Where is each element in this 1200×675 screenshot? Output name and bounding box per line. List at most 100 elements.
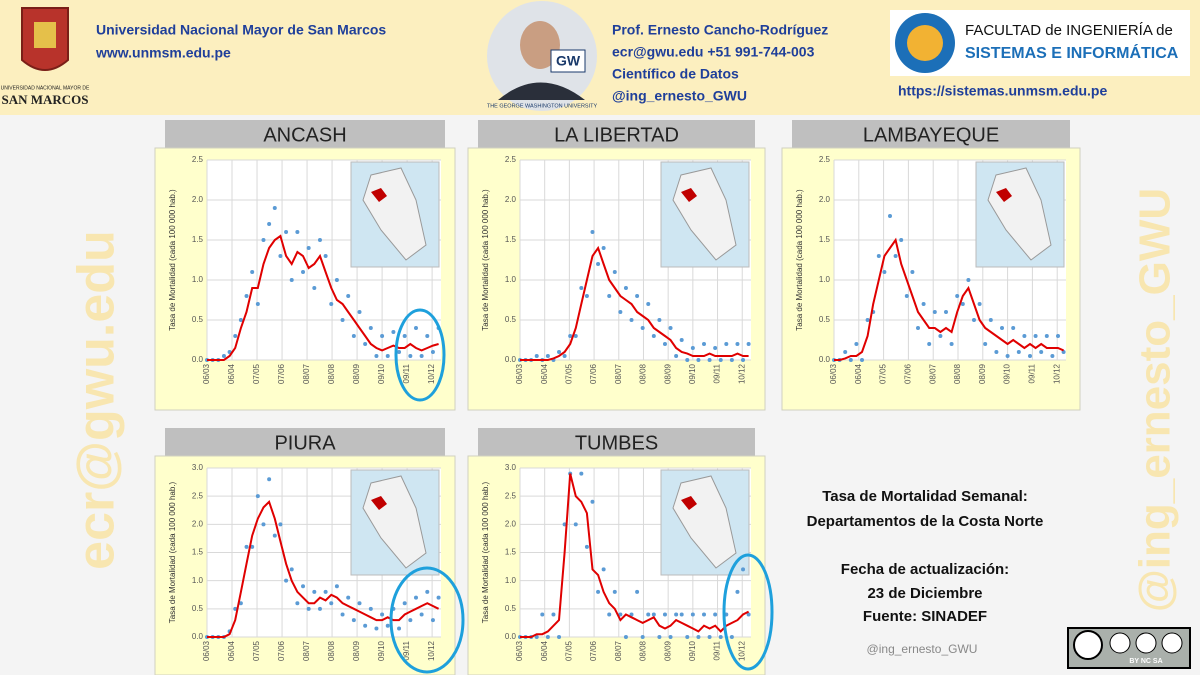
map-region	[681, 496, 697, 510]
data-point	[568, 334, 573, 338]
data-point	[651, 334, 656, 338]
data-point	[646, 302, 651, 306]
y-tick-label: 2.0	[192, 519, 204, 528]
data-point	[306, 246, 311, 250]
data-point	[357, 601, 362, 606]
y-tick-label: 0.5	[192, 604, 204, 613]
data-point	[425, 334, 430, 338]
data-point	[718, 635, 723, 639]
data-point	[374, 354, 379, 358]
title-tab	[792, 120, 1070, 150]
data-point	[746, 612, 751, 617]
data-point	[629, 318, 634, 322]
x-tick-label: 06/04	[540, 363, 549, 384]
data-point	[573, 334, 578, 338]
data-point	[893, 254, 898, 258]
data-point	[334, 278, 339, 282]
x-tick-label: 08/08	[639, 640, 648, 661]
data-point	[618, 612, 623, 617]
data-point	[960, 302, 965, 306]
x-tick-label: 09/11	[402, 640, 411, 660]
data-point	[250, 544, 255, 549]
data-point	[601, 567, 606, 572]
x-tick-label: 09/10	[1003, 363, 1012, 384]
data-point	[685, 358, 690, 362]
data-point	[430, 618, 435, 623]
data-point	[278, 522, 283, 527]
data-point	[413, 595, 418, 600]
data-point	[932, 310, 937, 314]
watermark-left: ecr@gwu.edu	[68, 230, 126, 570]
data-point	[590, 499, 595, 504]
data-point	[380, 334, 385, 338]
data-point	[674, 612, 679, 617]
data-point	[557, 635, 562, 639]
data-point	[317, 238, 322, 242]
data-point	[876, 254, 881, 258]
data-point	[363, 623, 368, 628]
y-tick-label: 0.5	[819, 315, 831, 324]
data-point	[596, 589, 601, 594]
data-point	[374, 626, 379, 631]
x-tick-label: 06/03	[829, 363, 838, 384]
data-point	[351, 618, 356, 623]
data-point	[221, 354, 226, 358]
data-point	[385, 623, 390, 628]
y-tick-label: 0.5	[192, 315, 204, 324]
chart-title: PIURA	[274, 432, 336, 454]
x-tick-label: 08/08	[327, 363, 336, 384]
y-tick-label: 0.5	[505, 315, 517, 324]
data-point	[551, 612, 556, 617]
data-point	[272, 533, 277, 538]
data-point	[685, 635, 690, 639]
data-point	[729, 635, 734, 639]
x-tick-label: 08/07	[614, 363, 623, 384]
info-line1: Tasa de Mortalidad Semanal:	[822, 488, 1028, 505]
data-point	[391, 330, 396, 334]
y-tick-label: 0.0	[819, 355, 831, 364]
data-point	[1005, 354, 1010, 358]
data-point	[651, 612, 656, 617]
x-tick-label: 10/12	[737, 640, 746, 661]
data-point	[623, 286, 628, 290]
data-point	[557, 350, 562, 354]
data-point	[340, 318, 345, 322]
data-point	[735, 589, 740, 594]
x-tick-label: 07/05	[252, 640, 261, 661]
data-point	[363, 342, 368, 346]
map-region	[371, 188, 387, 202]
data-point	[657, 635, 662, 639]
data-point	[910, 270, 915, 274]
data-point	[267, 222, 272, 226]
data-point	[662, 612, 667, 617]
faculty-line2: SISTEMAS E INFORMÁTICA	[965, 43, 1179, 62]
x-tick-label: 06/03	[202, 363, 211, 384]
data-point	[882, 270, 887, 274]
data-point	[994, 350, 999, 354]
x-tick-label: 08/08	[953, 363, 962, 384]
data-point	[888, 214, 892, 218]
x-tick-label: 08/09	[352, 363, 361, 384]
trend-line	[520, 473, 750, 638]
data-point	[573, 522, 578, 527]
y-tick-label: 2.5	[505, 491, 517, 500]
data-point	[534, 354, 539, 358]
data-point	[436, 595, 441, 600]
data-point	[579, 286, 584, 290]
data-point	[323, 589, 328, 594]
data-point	[351, 334, 356, 338]
data-point	[848, 358, 853, 362]
x-tick-label: 09/11	[1028, 363, 1037, 383]
y-tick-label: 0.0	[192, 632, 204, 641]
data-point	[988, 318, 993, 322]
x-tick-label: 08/07	[302, 363, 311, 384]
trend-line	[207, 499, 440, 638]
data-point	[357, 310, 362, 314]
y-tick-label: 2.0	[505, 195, 517, 204]
data-point	[261, 522, 266, 527]
data-point	[233, 606, 238, 611]
data-point	[380, 612, 385, 617]
data-point	[735, 342, 740, 346]
data-point	[724, 342, 729, 346]
data-point	[713, 612, 718, 617]
